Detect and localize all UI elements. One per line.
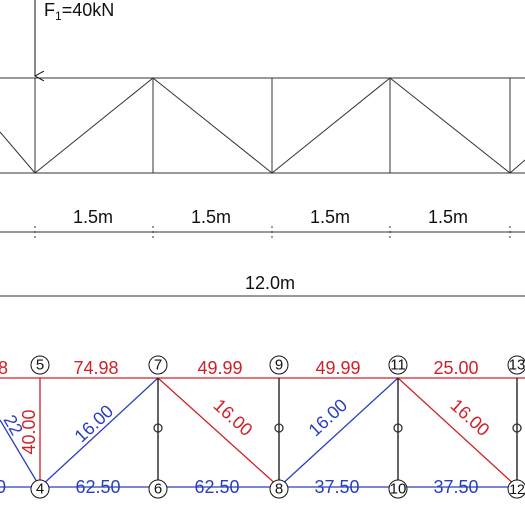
force-members: [0, 377, 525, 488]
span-label: 1.5m: [428, 207, 468, 227]
force-label: 62.50: [75, 477, 120, 497]
truss-geometry: [0, 77, 525, 174]
force-label: 37.50: [314, 477, 359, 497]
force-label: 49.99: [197, 358, 242, 378]
span-label: 1.5m: [73, 207, 113, 227]
node-label: 8: [275, 481, 283, 498]
node-label: 12: [509, 481, 525, 497]
node-label: 6: [154, 481, 162, 498]
total-label: 12.0m: [245, 273, 295, 293]
force-label: 16.00: [71, 401, 118, 446]
text: F: [44, 0, 55, 20]
force-label: 16.00: [210, 395, 257, 440]
load-label: F1=40kN: [44, 0, 114, 23]
span-label: 1.5m: [191, 207, 231, 227]
node-label: 11: [390, 357, 406, 374]
force-label: 25.00: [433, 358, 478, 378]
node-label: 10: [390, 481, 407, 498]
force-label: 62.50: [194, 477, 239, 497]
force-label: 0: [0, 477, 6, 497]
node-label: 4: [36, 481, 44, 498]
node-label: 13: [509, 357, 525, 374]
node-label: 7: [154, 357, 162, 374]
force-label: 8: [0, 358, 8, 378]
node-circles: [30, 355, 525, 499]
force-label: 40.00: [19, 409, 39, 454]
force-label: 16.00: [305, 395, 352, 440]
span-label: 1.5m: [310, 207, 350, 227]
node-label: 5: [36, 357, 44, 374]
dimension-lines: [0, 226, 525, 297]
text: 1: [55, 9, 62, 23]
force-label: 49.99: [315, 358, 360, 378]
text: =40kN: [62, 0, 115, 20]
force-label: 16.00: [447, 395, 494, 440]
force-label: 74.98: [73, 358, 118, 378]
force-label: 37.50: [433, 477, 478, 497]
node-label: 9: [275, 357, 283, 374]
